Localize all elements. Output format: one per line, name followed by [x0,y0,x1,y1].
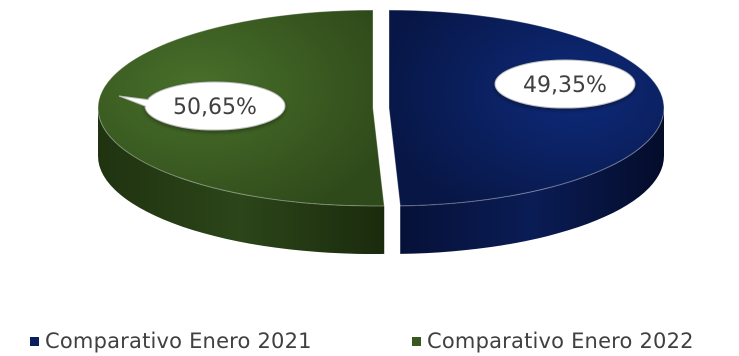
legend-label-enero-2022: Comparativo Enero 2022 [427,329,694,353]
pie-chart: 49,35% 50,65% [97,9,665,254]
data-label-text-enero-2022: 50,65% [173,95,257,120]
legend-label-enero-2021: Comparativo Enero 2021 [45,329,312,353]
label-bubble-enero-2021 [494,59,636,109]
pie-slice-enero-2022 [97,9,385,254]
pie-top-enero-2021 [388,9,665,207]
data-label-enero-2021: 49,35% [494,59,636,109]
legend-swatch-enero-2022 [412,336,421,346]
pie-side-enero-2021 [400,108,664,254]
legend-swatch-enero-2021 [30,336,39,346]
pie-side-enero-2022 [98,108,385,254]
label-bubble-fill-enero-2022 [146,83,284,129]
legend-item-enero-2022: Comparativo Enero 2022 [412,329,694,353]
data-label-enero-2022: 50,65% [118,81,286,131]
legend-item-enero-2021: Comparativo Enero 2021 [30,329,312,353]
legend: Comparativo Enero 2021 Comparativo Enero… [0,329,739,356]
data-label-text-enero-2021: 49,35% [523,73,607,98]
pie-slice-enero-2021 [388,9,665,254]
